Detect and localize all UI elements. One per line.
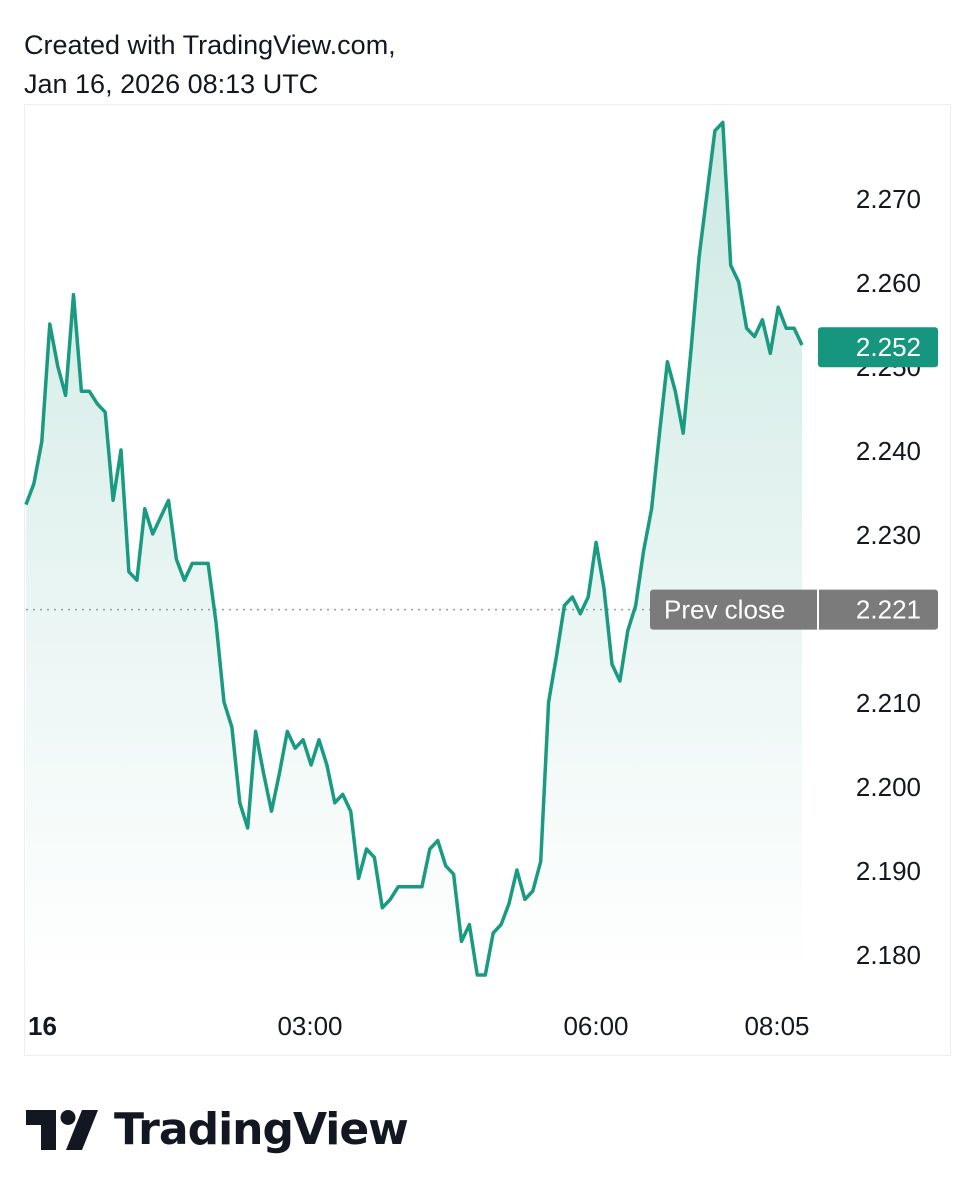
prev-close-badge: Prev close 2.221 [650,589,938,630]
y-tick-label: 2.230 [856,520,921,550]
y-tick-label: 2.200 [856,772,921,802]
y-tick-label: 2.190 [856,856,921,886]
credit-line-1: Created with TradingView.com, [24,30,396,60]
current-price-label: 2.252 [856,332,921,362]
y-tick-label: 2.210 [856,688,921,718]
y-tick-label: 2.270 [856,184,921,214]
price-line [24,120,804,977]
prev-close-label: Prev close [664,595,785,625]
tradingview-logo-icon [26,1110,98,1150]
chart-credit: Created with TradingView.com, Jan 16, 20… [24,26,396,104]
x-tick-label: 06:00 [563,1011,628,1041]
tradingview-logo: TradingView [26,1102,409,1158]
credit-line-2: Jan 16, 2026 08:13 UTC [24,69,319,99]
price-area [26,122,802,975]
x-tick-label: 16 [28,1011,57,1041]
x-axis: 16 03:00 06:00 08:05 [28,1011,810,1041]
current-price-badge: 2.252 [818,327,938,368]
y-tick-label: 2.240 [856,436,921,466]
x-tick-label: 03:00 [277,1011,342,1041]
chart-frame [24,104,951,1056]
brand-name: TradingView [114,1104,409,1155]
y-tick-label: 2.260 [856,268,921,298]
y-axis: 2.2702.2602.2502.2402.2302.2102.2002.190… [856,184,921,970]
y-tick-label: 2.180 [856,940,921,970]
prev-close-value: 2.221 [856,595,921,625]
x-tick-label: 08:05 [744,1011,809,1041]
